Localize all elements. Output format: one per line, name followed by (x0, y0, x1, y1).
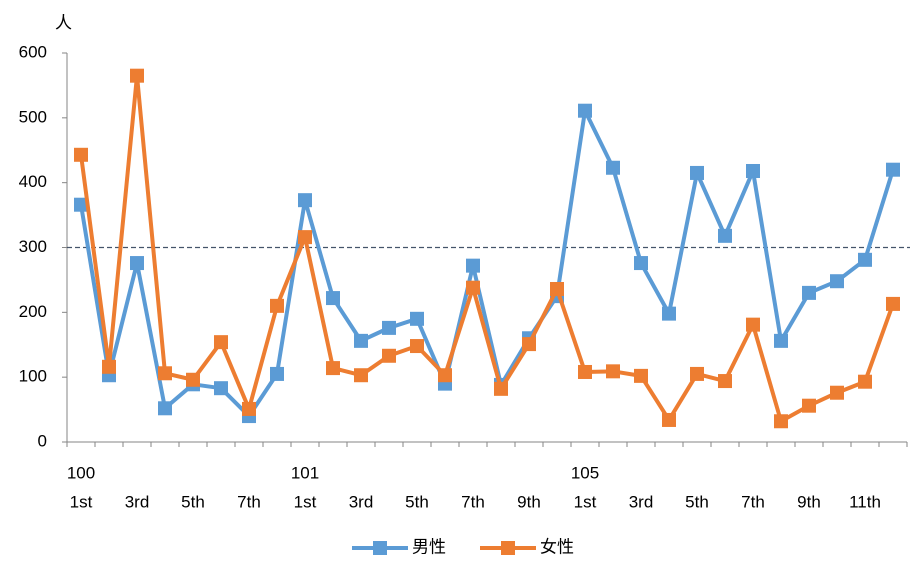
y-tick-label: 500 (19, 107, 47, 126)
x-tick-label: 1st (294, 492, 317, 511)
point (494, 381, 508, 396)
y-axis-label: 人 (55, 13, 72, 32)
x-tick-label: 1st (574, 492, 597, 511)
point (438, 368, 452, 383)
point (214, 335, 228, 350)
point (130, 256, 144, 271)
x-tick-label: 1st (70, 492, 93, 511)
point (74, 147, 88, 162)
point (662, 306, 676, 321)
point (718, 374, 732, 389)
point (242, 401, 256, 416)
legend-label: 女性 (540, 537, 574, 556)
y-tick-label: 600 (19, 42, 47, 61)
x-tick-label: 9th (797, 492, 821, 511)
y-tick-label: 0 (38, 431, 47, 450)
y-tick-label: 400 (19, 172, 47, 191)
point (102, 359, 116, 374)
x-tick-label: 5th (181, 492, 205, 511)
x-group-label: 100 (67, 463, 95, 482)
point (830, 385, 844, 400)
y-tick-label: 100 (19, 367, 47, 386)
point (634, 368, 648, 383)
x-tick-label: 11th (849, 492, 881, 511)
point (326, 291, 340, 306)
point (746, 317, 760, 332)
point (606, 364, 620, 379)
point (578, 103, 592, 118)
point (746, 163, 760, 178)
x-tick-label: 3rd (629, 492, 654, 511)
x-tick-label: 7th (741, 492, 765, 511)
legend-marker (373, 541, 387, 555)
series-line (79, 108, 895, 419)
point (158, 401, 172, 416)
point (354, 368, 368, 383)
point (382, 320, 396, 335)
point (382, 348, 396, 363)
x-group-label: 105 (571, 463, 599, 482)
x-tick-label: 9th (517, 492, 541, 511)
point (634, 256, 648, 271)
point (606, 160, 620, 175)
x-tick-label: 3rd (349, 492, 374, 511)
point (522, 337, 536, 352)
point (326, 361, 340, 376)
point (158, 366, 172, 381)
point (298, 193, 312, 208)
x-tick-label: 5th (405, 492, 429, 511)
point (690, 366, 704, 381)
point (774, 414, 788, 429)
point (354, 333, 368, 348)
x-tick-label: 5th (685, 492, 709, 511)
point (550, 281, 564, 296)
point (298, 230, 312, 245)
y-tick-label: 200 (19, 302, 47, 321)
point (270, 366, 284, 381)
x-tick-label: 7th (461, 492, 485, 511)
point (802, 398, 816, 413)
point (886, 296, 900, 311)
point (74, 197, 88, 212)
point (774, 333, 788, 348)
point (718, 228, 732, 243)
point (662, 412, 676, 427)
point (690, 165, 704, 180)
point (410, 311, 424, 326)
point (858, 374, 872, 389)
point (886, 162, 900, 177)
x-tick-label: 3rd (125, 492, 150, 511)
point (270, 298, 284, 313)
x-group-label: 101 (291, 463, 319, 482)
point (186, 372, 200, 387)
point (578, 364, 592, 379)
series-line (79, 73, 895, 424)
x-tick-label: 7th (237, 492, 261, 511)
point (802, 285, 816, 300)
point (830, 274, 844, 289)
point (214, 381, 228, 396)
point (858, 252, 872, 267)
point (410, 339, 424, 354)
legend-label: 男性 (412, 537, 446, 556)
point (466, 258, 480, 273)
y-tick-label: 300 (19, 237, 47, 256)
legend-marker (501, 541, 515, 555)
point (466, 280, 480, 295)
point (130, 68, 144, 83)
